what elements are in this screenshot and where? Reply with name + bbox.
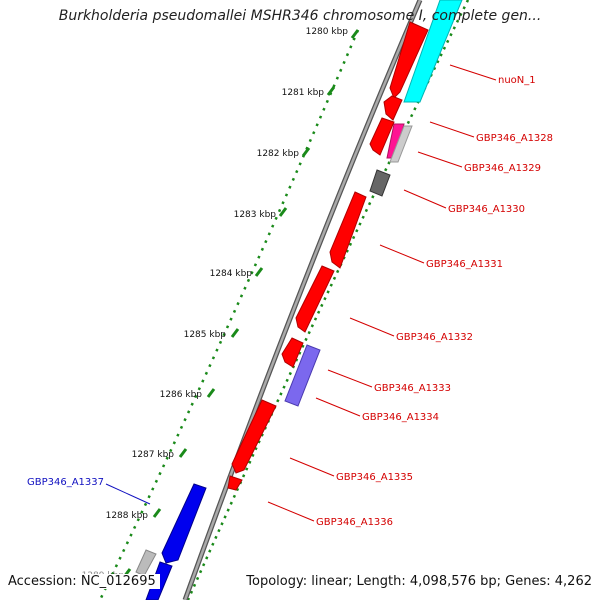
cds-GBP346_A1330[interactable] <box>369 169 391 197</box>
tick-label: 1287 kbp <box>132 450 175 460</box>
accession-label: Accession: NC_012695 <box>8 574 160 589</box>
gene-label[interactable]: GBP346_A1337 <box>27 477 104 488</box>
topology-label: Topology: linear; Length: 4,098,576 bp; … <box>242 574 592 589</box>
gene-label[interactable]: GBP346_A1331 <box>426 259 503 270</box>
tick-label: 1286 kbp <box>160 390 203 400</box>
outer-dot-track <box>186 0 470 601</box>
cds-GBP346_A1331[interactable] <box>329 191 367 269</box>
cds-GBP346_A1329[interactable] <box>369 117 395 156</box>
tick-label: 1284 kbp <box>210 269 253 279</box>
ruler-ticks <box>122 29 360 578</box>
gene-label[interactable]: GBP346_A1335 <box>336 472 413 483</box>
purple-feature[interactable] <box>284 344 321 407</box>
gene-label[interactable]: GBP346_A1329 <box>464 163 541 174</box>
tick-label: 1285 kbp <box>184 330 227 340</box>
gene-label[interactable]: GBP346_A1330 <box>448 204 525 215</box>
forward-strand-cds <box>227 21 429 491</box>
cds-nuoN_1[interactable] <box>389 21 429 99</box>
reverse-strand-features <box>284 0 463 407</box>
label-leader-blue <box>105 483 151 505</box>
backbone-line <box>183 0 422 601</box>
cyan-feature[interactable] <box>403 0 463 103</box>
gene-labels: nuoN_1 GBP346_A1328 GBP346_A1329 GBP346_… <box>316 75 553 528</box>
map-title: Burkholderia pseudomallei MSHR346 chromo… <box>58 8 542 24</box>
cds-GBP346_A1336[interactable] <box>227 475 243 491</box>
tick-label: 1282 kbp <box>257 149 300 159</box>
gene-label[interactable]: GBP346_A1336 <box>316 517 393 528</box>
cds-GBP346_A1333[interactable] <box>281 337 304 368</box>
label-leaders <box>267 64 497 522</box>
gene-label[interactable]: GBP346_A1334 <box>362 412 439 423</box>
tick-label: 1280 kbp <box>306 27 349 37</box>
gene-label[interactable]: GBP346_A1333 <box>374 383 451 394</box>
tick-label: 1281 kbp <box>282 88 325 98</box>
gene-label[interactable]: GBP346_A1332 <box>396 332 473 343</box>
cds-GBP346_A1328[interactable] <box>383 95 403 121</box>
cds-GBP346_A1332[interactable] <box>295 265 335 333</box>
cds-GBP346_A1337[interactable] <box>161 483 207 564</box>
gene-label[interactable]: nuoN_1 <box>498 75 536 86</box>
cds-GBP346_A1335[interactable] <box>231 399 277 474</box>
tick-label: 1283 kbp <box>234 210 277 220</box>
lightgray-feature[interactable] <box>389 125 413 163</box>
tick-label: 1288 kbp <box>106 511 149 521</box>
gray-lower-feature[interactable] <box>135 549 157 577</box>
gene-label[interactable]: GBP346_A1328 <box>476 133 553 144</box>
